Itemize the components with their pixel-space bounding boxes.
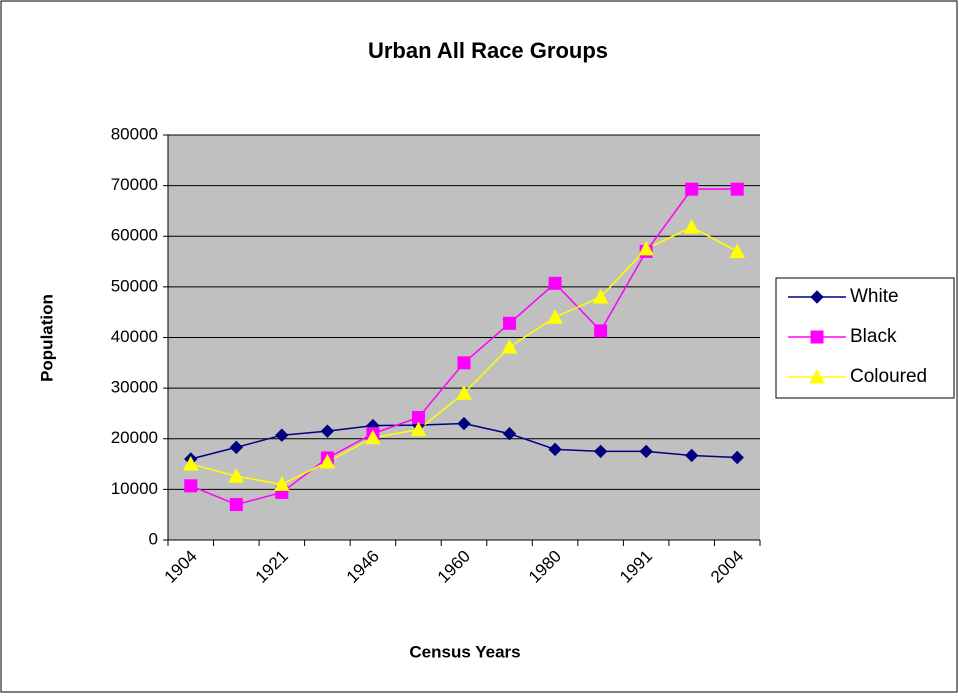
marker bbox=[502, 426, 517, 441]
y-tick-label: 10000 bbox=[111, 479, 158, 498]
marker bbox=[229, 440, 244, 455]
y-tick-label: 20000 bbox=[111, 428, 158, 447]
marker bbox=[810, 290, 824, 304]
marker bbox=[548, 276, 562, 290]
marker bbox=[730, 182, 744, 196]
marker bbox=[365, 429, 381, 445]
marker bbox=[592, 288, 609, 304]
marker bbox=[639, 444, 653, 459]
y-tick-label: 50000 bbox=[111, 276, 158, 295]
marker bbox=[184, 479, 198, 493]
marker bbox=[594, 324, 608, 338]
marker bbox=[683, 219, 700, 234]
marker bbox=[228, 468, 245, 483]
marker bbox=[593, 444, 608, 459]
marker bbox=[729, 243, 746, 258]
y-tick-label: 70000 bbox=[111, 175, 158, 194]
marker bbox=[503, 316, 517, 330]
legend-box bbox=[775, 277, 955, 399]
x-axis-label: Census Years bbox=[409, 642, 520, 661]
y-tick-label: 60000 bbox=[111, 226, 158, 245]
y-axis-label: Population bbox=[37, 294, 56, 382]
marker bbox=[810, 330, 824, 344]
marker bbox=[730, 450, 744, 465]
y-tick-label: 0 bbox=[149, 529, 158, 548]
chart-title: Urban All Race Groups bbox=[368, 38, 608, 63]
marker bbox=[457, 416, 471, 431]
y-tick-label: 30000 bbox=[111, 378, 158, 397]
marker bbox=[319, 453, 336, 469]
marker bbox=[457, 356, 471, 370]
marker bbox=[410, 421, 427, 437]
marker bbox=[684, 448, 699, 463]
y-tick-label: 40000 bbox=[111, 327, 158, 346]
legend-label: White bbox=[850, 286, 899, 307]
marker bbox=[638, 240, 654, 256]
marker bbox=[456, 385, 472, 400]
marker bbox=[182, 456, 199, 471]
marker bbox=[320, 424, 335, 438]
marker bbox=[229, 498, 243, 512]
marker bbox=[685, 182, 699, 196]
marker bbox=[275, 428, 289, 442]
marker bbox=[547, 309, 563, 324]
legend-label: Black bbox=[850, 326, 897, 347]
marker bbox=[501, 339, 518, 354]
y-tick-label: 80000 bbox=[111, 124, 158, 143]
marker bbox=[809, 368, 825, 384]
legend-label: Coloured bbox=[850, 366, 927, 387]
marker bbox=[274, 476, 290, 491]
marker bbox=[548, 442, 562, 457]
